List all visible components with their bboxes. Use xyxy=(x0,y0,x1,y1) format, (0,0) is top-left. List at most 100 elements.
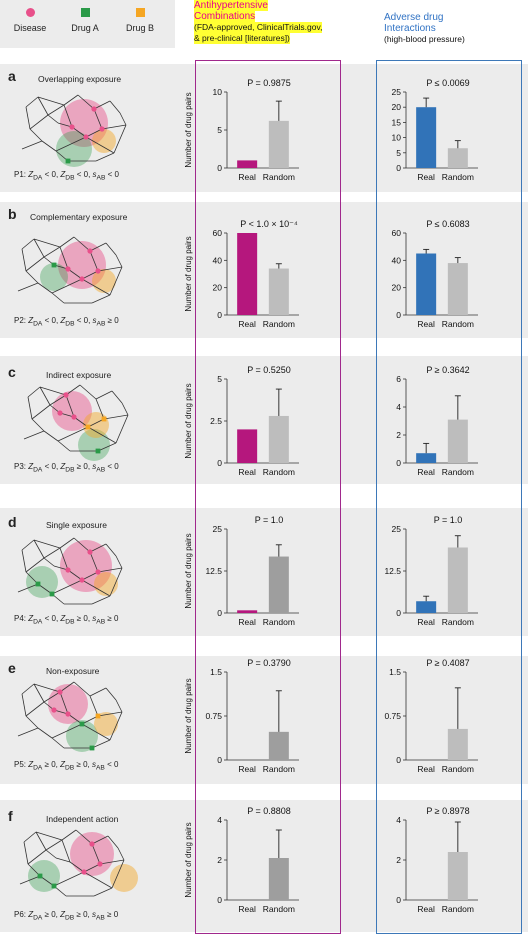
x-tick-label: Random xyxy=(263,904,295,914)
network-edge xyxy=(71,126,87,138)
y-tick-label: 0.75 xyxy=(205,711,222,721)
network-edge xyxy=(65,394,75,418)
y-tick-label: 10 xyxy=(392,133,402,143)
network-edge xyxy=(17,727,39,737)
y-tick-label: 2 xyxy=(217,855,222,865)
disease-node-icon xyxy=(83,134,89,140)
chart-f-ade: P ≥ 0.8978 0 2 4 Real Random xyxy=(396,806,478,914)
panel-title-e: Non-exposure xyxy=(46,666,100,676)
x-tick-label: Random xyxy=(442,467,474,477)
network-edge xyxy=(33,683,45,703)
y-tick-label: 0 xyxy=(217,608,222,618)
y-tick-label: 12.5 xyxy=(205,566,222,576)
chart-title: P ≥ 0.3642 xyxy=(426,365,469,375)
x-tick-label: Random xyxy=(263,467,295,477)
network-edge xyxy=(61,839,71,863)
chart-c-antihypertensive: P = 0.5250 0 2.5 5 Number of drug pairs Real R… xyxy=(184,365,299,477)
panel-title-f: Independent action xyxy=(46,814,119,824)
network-edge xyxy=(17,583,39,593)
panel-letter-e: e xyxy=(8,660,16,676)
chart-title: P = 0.8808 xyxy=(247,806,291,816)
network-edge xyxy=(51,278,83,294)
network-diagram-a xyxy=(21,94,127,167)
y-tick-label: 2.5 xyxy=(210,416,222,426)
bar-random xyxy=(447,547,468,613)
y-axis-label: Number of drug pairs xyxy=(184,822,193,897)
network-edge xyxy=(27,386,41,398)
y-tick-label: 20 xyxy=(392,102,402,112)
antihypertensive-subtitle-1: (FDA-approved, ClinicalTrials.gov, xyxy=(194,22,323,33)
row-bg-a xyxy=(0,64,528,192)
x-tick-label: Random xyxy=(263,617,295,627)
network-edge xyxy=(91,595,111,605)
disease-module-icon xyxy=(48,684,88,724)
network-edge xyxy=(39,386,51,406)
disease-node-icon xyxy=(51,707,57,713)
y-tick-label: 15 xyxy=(392,117,402,127)
drug-b-module-icon xyxy=(92,129,116,153)
network-edge xyxy=(63,104,73,128)
y-tick-label: 2 xyxy=(396,855,401,865)
y-tick-label: 0 xyxy=(396,755,401,765)
network-edge xyxy=(87,418,105,428)
y-tick-label: 4 xyxy=(396,815,401,825)
x-tick-label: Real xyxy=(238,764,256,774)
y-tick-label: 0 xyxy=(396,458,401,468)
x-tick-label: Real xyxy=(417,904,435,914)
network-edge xyxy=(81,270,99,280)
chart-e-ade: P ≥ 0.4087 0 0.75 1.5 Real Random xyxy=(384,658,478,774)
legend-drug-b-label: Drug B xyxy=(125,23,154,33)
panel-title-c: Indirect exposure xyxy=(46,370,112,380)
network-edge xyxy=(17,282,39,292)
network-edge xyxy=(103,414,129,420)
network-diagram-e xyxy=(17,681,123,752)
network-edge xyxy=(21,549,27,573)
network-edge xyxy=(45,839,63,851)
chart-title: P = 0.5250 xyxy=(247,365,291,375)
network-edge xyxy=(115,699,123,713)
network-edge xyxy=(67,268,83,280)
x-tick-label: Real xyxy=(417,764,435,774)
network-edge xyxy=(25,557,45,573)
network-edge xyxy=(85,136,115,154)
network-edge xyxy=(43,246,61,258)
disease-module-icon xyxy=(60,99,108,147)
x-tick-label: Random xyxy=(442,172,474,182)
y-axis-label: Number of drug pairs xyxy=(184,236,193,311)
network-diagram-f xyxy=(19,829,138,897)
chart-e-antihypertensive: P = 0.3790 0 0.75 1.5 Number of drug pairs Re… xyxy=(184,658,299,774)
chart-f-antihypertensive: P = 0.8808 0 2 4 Number of drug pairs Real Ran… xyxy=(184,806,299,914)
y-tick-label: 40 xyxy=(392,255,402,265)
network-edge xyxy=(23,430,45,440)
ade-title-1: Adverse drug xyxy=(384,12,444,23)
panel-letter-f: f xyxy=(8,808,13,824)
network-edge xyxy=(53,871,85,887)
network-edge xyxy=(37,96,65,106)
y-tick-label: 0 xyxy=(217,755,222,765)
bar-real xyxy=(416,253,437,315)
y-tick-label: 5 xyxy=(217,374,222,384)
network-edge xyxy=(43,430,59,442)
network-edge xyxy=(109,711,123,741)
disease-node-icon xyxy=(71,414,77,420)
x-tick-label: Real xyxy=(238,172,256,182)
network-edge xyxy=(113,124,127,154)
drug-a-module-icon xyxy=(26,566,58,598)
y-tick-label: 5 xyxy=(217,125,222,135)
network-edge xyxy=(39,386,67,396)
disease-node-icon xyxy=(97,861,103,867)
chart-b-antihypertensive: P < 1.0 × 10⁻⁴ 0 20 40 60 Number of drug pair… xyxy=(184,219,299,329)
network-edge xyxy=(21,693,27,717)
disease-node-icon xyxy=(65,711,71,717)
x-tick-label: Real xyxy=(238,467,256,477)
network-edge xyxy=(29,114,49,130)
network-edge xyxy=(59,547,69,571)
bar-random xyxy=(268,120,289,168)
bar-random xyxy=(268,556,289,613)
network-edge xyxy=(101,124,127,130)
network-edge xyxy=(83,871,113,889)
disease-node-icon xyxy=(69,124,75,130)
chart-title: P < 1.0 × 10⁻⁴ xyxy=(240,219,298,229)
panel-condition-b: P2: ZDA < 0, ZDB < 0, sAB ≥ 0 xyxy=(14,316,119,328)
network-edge xyxy=(25,256,45,272)
